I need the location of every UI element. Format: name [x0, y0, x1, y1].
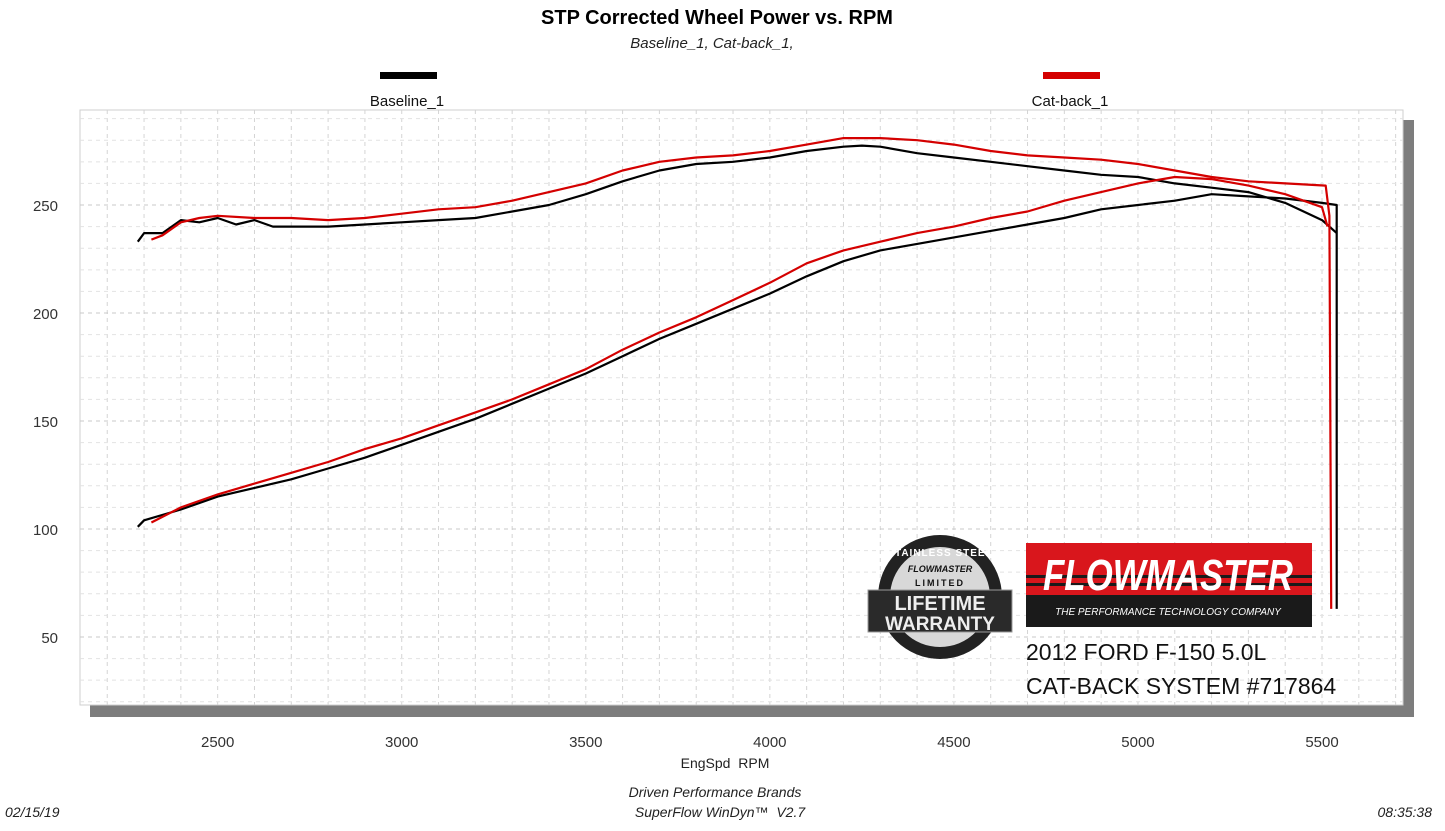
y-tick-label: 200 — [33, 306, 58, 323]
flowmaster-tagline: THE PERFORMANCE TECHNOLOGY COMPANY — [1055, 607, 1282, 618]
chart-title: STP Corrected Wheel Power vs. RPM — [541, 7, 893, 29]
legend-label-baseline: Baseline_1 — [370, 93, 444, 110]
vehicle-label: 2012 FORD F-150 5.0L — [1026, 639, 1267, 665]
x-tick-label: 2500 — [201, 734, 234, 751]
warranty-badge: STAINLESS STEEL FLOWMASTER LIMITED LIFET… — [867, 535, 1013, 659]
y-axis: 50 100 150 200 250 — [33, 198, 58, 647]
x-tick-label: 3500 — [569, 734, 602, 751]
footer-time: 08:35:38 — [1378, 804, 1433, 820]
warranty-line2: WARRANTY — [885, 614, 995, 635]
x-tick-label: 4500 — [937, 734, 970, 751]
footer-company: Driven Performance Brands — [629, 784, 802, 800]
footer-date: 02/15/19 — [5, 804, 60, 820]
warranty-brand: FLOWMASTER — [908, 564, 973, 574]
warranty-top: STAINLESS STEEL — [887, 548, 992, 559]
x-axis-label: EngSpd RPM — [681, 755, 770, 771]
y-tick-label: 100 — [33, 522, 58, 539]
x-axis: 2500 3000 3500 4000 4500 5000 5500 — [201, 734, 1339, 751]
legend-swatch-baseline — [380, 72, 437, 79]
legend-swatch-catback — [1043, 72, 1100, 79]
series-catback-curve-1 — [151, 137, 1333, 609]
series-baseline-curve-2 — [137, 193, 1338, 609]
x-tick-label: 3000 — [385, 734, 418, 751]
chart-subtitle: Baseline_1, Cat-back_1, — [630, 35, 793, 52]
y-tick-label: 250 — [33, 198, 58, 215]
series-baseline-curve-1 — [136, 144, 1338, 243]
series-catback-curve-2 — [150, 175, 1329, 524]
product-label: CAT-BACK SYSTEM #717864 — [1026, 673, 1336, 699]
x-tick-label: 4000 — [753, 734, 786, 751]
legend-label-catback: Cat-back_1 — [1032, 93, 1109, 110]
flowmaster-name: FLOWMASTER — [1043, 551, 1293, 600]
x-tick-label: 5000 — [1121, 734, 1154, 751]
series-lines — [136, 137, 1338, 609]
x-tick-label: 5500 — [1305, 734, 1338, 751]
warranty-line1: LIFETIME — [894, 593, 985, 615]
footer-software: SuperFlow WinDyn™ V2.7 — [635, 804, 806, 820]
warranty-mid: LIMITED — [915, 578, 965, 588]
flowmaster-logo: FLOWMASTER THE PERFORMANCE TECHNOLOGY CO… — [1026, 543, 1312, 627]
y-tick-label: 150 — [33, 414, 58, 431]
y-tick-label: 50 — [41, 630, 58, 647]
